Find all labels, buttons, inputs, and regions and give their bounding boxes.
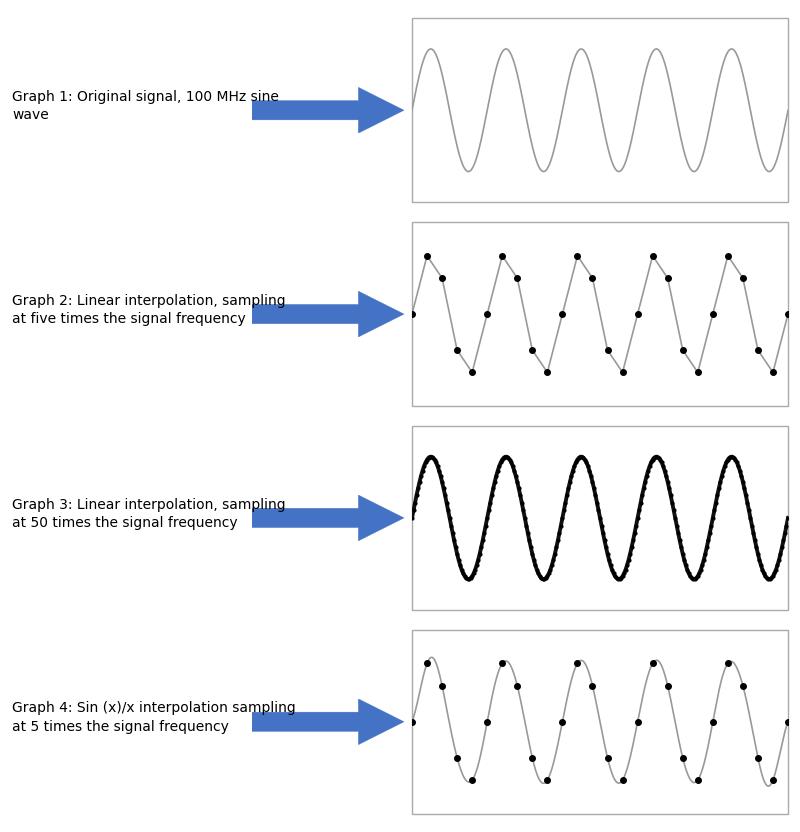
Polygon shape	[252, 87, 404, 133]
Bar	[412, 18, 788, 202]
Bar	[412, 630, 788, 814]
Bar	[412, 222, 788, 406]
Bar	[412, 426, 788, 610]
Polygon shape	[252, 291, 404, 337]
Text: Graph 4: Sin (x)/x interpolation sampling
at 5 times the signal frequency: Graph 4: Sin (x)/x interpolation samplin…	[12, 701, 296, 734]
Polygon shape	[252, 495, 404, 541]
Text: Graph 1: Original signal, 100 MHz sine
wave: Graph 1: Original signal, 100 MHz sine w…	[12, 90, 279, 122]
Text: Graph 2: Linear interpolation, sampling
at five times the signal frequency: Graph 2: Linear interpolation, sampling …	[12, 294, 286, 326]
Polygon shape	[252, 699, 404, 745]
Text: Graph 3: Linear interpolation, sampling
at 50 times the signal frequency: Graph 3: Linear interpolation, sampling …	[12, 498, 286, 530]
